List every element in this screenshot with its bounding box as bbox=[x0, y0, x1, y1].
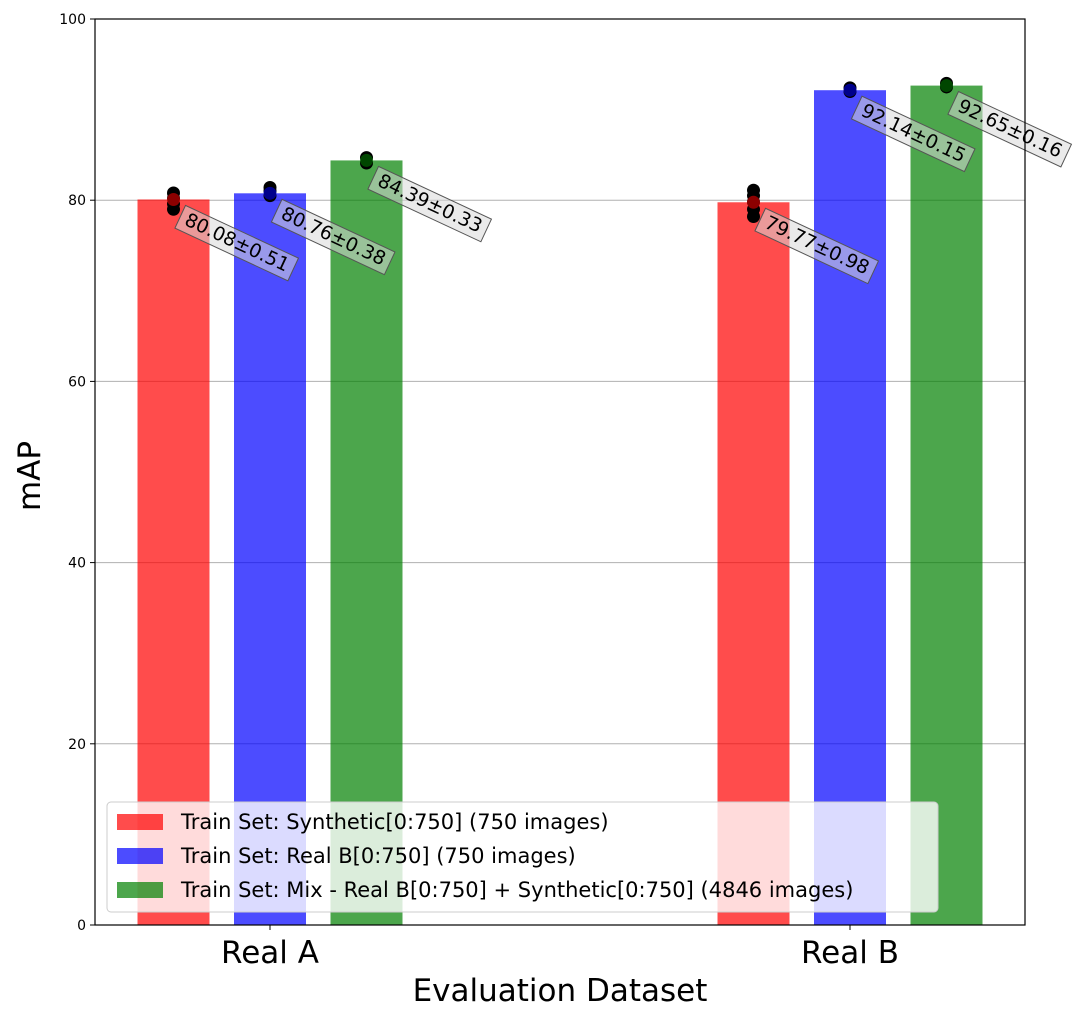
mean-dot bbox=[843, 83, 857, 97]
axes-frame bbox=[94, 18, 1026, 926]
x-tick-label: Real B bbox=[801, 935, 899, 971]
value-label-box bbox=[850, 95, 976, 173]
y-tick-label: 0 bbox=[77, 918, 86, 934]
bar-series3-real-b bbox=[910, 85, 983, 925]
legend-frame bbox=[106, 801, 939, 913]
legend-swatch bbox=[117, 882, 163, 898]
y-ticks: 0 20 40 60 80 100 bbox=[59, 12, 95, 934]
mean-dot bbox=[167, 192, 180, 206]
legend-label: Train Set: Mix - Real B[0:750] + Synthet… bbox=[180, 878, 853, 902]
value-label-box bbox=[754, 207, 880, 285]
legend-label: Train Set: Synthetic[0:750] (750 images) bbox=[180, 810, 609, 834]
bar-series2-real-b bbox=[814, 90, 886, 925]
value-label-box bbox=[174, 204, 300, 282]
y-tick-label: 40 bbox=[68, 556, 86, 572]
value-label-box bbox=[367, 165, 493, 243]
mean-dot bbox=[747, 195, 760, 209]
legend-swatch bbox=[117, 848, 163, 864]
bar-series3-real-a bbox=[330, 160, 403, 925]
legend-swatch bbox=[117, 814, 163, 830]
y-tick-label: 80 bbox=[68, 193, 86, 209]
y-tick-label: 60 bbox=[68, 374, 86, 390]
y-tick-label: 100 bbox=[59, 12, 86, 28]
legend-label: Train Set: Real B[0:750] (750 images) bbox=[180, 844, 576, 868]
x-tick-label: Real A bbox=[221, 935, 319, 971]
x-ticks: Real A Real B bbox=[221, 925, 899, 971]
x-axis-label: Evaluation Dataset bbox=[413, 973, 708, 1009]
mean-dot bbox=[940, 79, 953, 93]
bars bbox=[137, 85, 983, 926]
mean-dot bbox=[263, 186, 277, 200]
value-label-box bbox=[947, 90, 1073, 168]
run-dot bbox=[747, 183, 760, 197]
legend: Train Set: Synthetic[0:750] (750 images)… bbox=[106, 801, 939, 913]
run-dots bbox=[167, 76, 953, 224]
mean-dot bbox=[360, 153, 373, 167]
y-axis-label: mAP bbox=[12, 441, 48, 511]
y-tick-label: 20 bbox=[68, 737, 86, 753]
value-label-box bbox=[270, 198, 396, 276]
